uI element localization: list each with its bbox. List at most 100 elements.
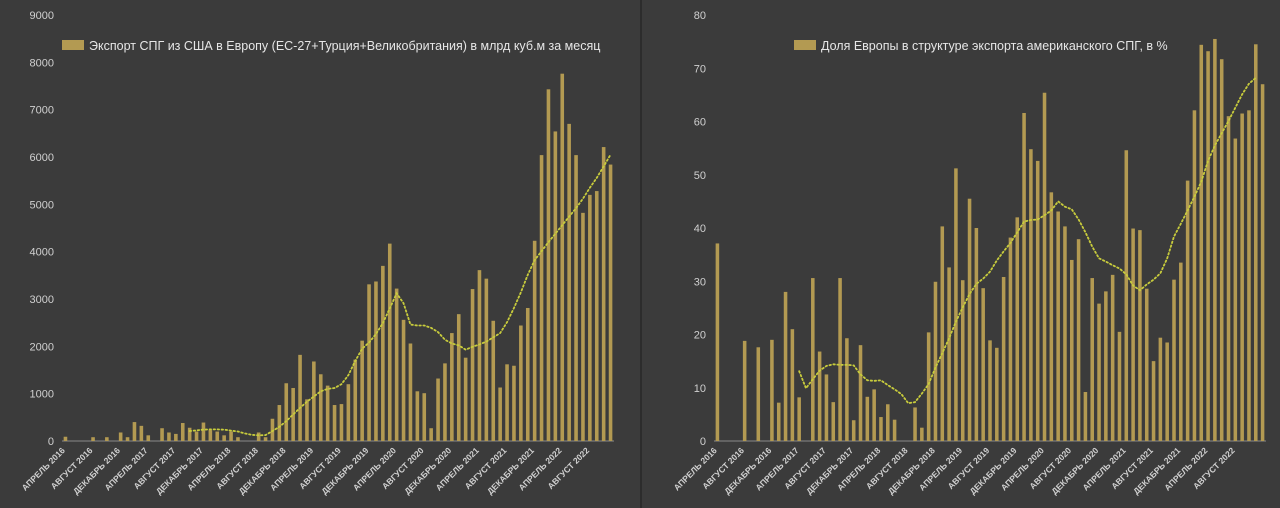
bar xyxy=(408,343,413,441)
bar xyxy=(858,345,863,441)
bar xyxy=(553,131,558,441)
bar xyxy=(1233,138,1238,442)
bar xyxy=(851,420,856,441)
bar xyxy=(1192,110,1197,441)
bar xyxy=(588,194,592,441)
bar xyxy=(756,347,761,441)
bar xyxy=(920,427,924,441)
bar xyxy=(1158,337,1163,441)
bar xyxy=(783,291,788,441)
bar xyxy=(539,155,544,442)
bar xyxy=(879,417,883,441)
bar xyxy=(1110,274,1115,441)
bar xyxy=(995,347,999,441)
bar xyxy=(1226,116,1231,442)
bar xyxy=(305,399,309,441)
bar xyxy=(401,319,406,441)
bar xyxy=(105,437,109,441)
bar xyxy=(229,431,233,441)
bar xyxy=(974,228,979,441)
y-tick-label: 4000 xyxy=(30,247,54,259)
bar xyxy=(525,307,530,441)
bar xyxy=(318,374,323,441)
bar xyxy=(91,437,95,441)
bar xyxy=(1213,38,1217,442)
bar xyxy=(484,278,489,441)
y-tick-label: 2000 xyxy=(30,341,54,353)
x-tick-label: ДЕКАБРЬ 2017 xyxy=(804,445,855,496)
legend-label: Экспорт СПГ из США в Европу (ЕС-27+Турци… xyxy=(89,39,600,53)
bar xyxy=(790,329,795,442)
bar xyxy=(988,340,992,441)
bar xyxy=(947,267,951,441)
bar xyxy=(456,314,461,441)
bar xyxy=(422,393,427,441)
bar xyxy=(1117,331,1122,441)
bar xyxy=(1151,361,1156,442)
bar xyxy=(981,288,985,441)
legend-label: Доля Европы в структуре экспорта америка… xyxy=(821,39,1168,53)
bar xyxy=(1165,342,1169,441)
y-tick-label: 0 xyxy=(48,436,54,448)
bar xyxy=(167,432,171,441)
bar xyxy=(139,425,144,441)
y-tick-label: 30 xyxy=(694,276,706,288)
bar xyxy=(1035,160,1040,441)
bar xyxy=(1247,110,1251,441)
bar xyxy=(1172,279,1176,441)
bar xyxy=(187,427,192,441)
y-tick-label: 9000 xyxy=(30,10,54,22)
bar xyxy=(933,281,938,441)
bar xyxy=(312,361,316,441)
y-tick-label: 8000 xyxy=(30,57,54,69)
bar xyxy=(477,270,482,441)
bar xyxy=(601,147,606,441)
y-tick-label: 3000 xyxy=(30,294,54,306)
x-tick-label: ДЕКАБРЬ 2021 xyxy=(1131,445,1182,496)
bar xyxy=(512,365,516,441)
bar xyxy=(567,123,571,442)
bar xyxy=(1206,51,1210,442)
trend-line xyxy=(798,76,1257,405)
bar xyxy=(967,198,972,441)
bar xyxy=(505,364,509,441)
bar xyxy=(367,284,371,441)
bar xyxy=(118,432,123,441)
bar xyxy=(263,437,268,441)
bar xyxy=(1138,230,1142,441)
bar xyxy=(715,243,720,441)
bar xyxy=(838,278,842,441)
bar xyxy=(742,340,747,441)
bar xyxy=(574,155,578,442)
bar xyxy=(360,340,364,441)
y-tick-label: 20 xyxy=(694,330,706,342)
bar xyxy=(845,338,849,441)
bar xyxy=(374,281,378,441)
bar xyxy=(1015,217,1020,441)
bar xyxy=(332,405,337,441)
x-tick-label: ДЕКАБРЬ 2016 xyxy=(722,445,773,496)
y-tick-label: 80 xyxy=(694,10,706,22)
bar xyxy=(491,320,496,441)
bar xyxy=(1001,276,1006,441)
bar xyxy=(387,243,392,441)
bar xyxy=(325,385,330,441)
bar xyxy=(1185,180,1190,442)
legend-swatch xyxy=(794,40,816,50)
bar xyxy=(63,436,68,441)
chart-left: 0100020003000400050006000700080009000АПР… xyxy=(20,10,614,496)
bar xyxy=(194,431,199,441)
bar xyxy=(1076,239,1081,441)
bar xyxy=(817,351,822,441)
bar xyxy=(824,374,829,441)
bar xyxy=(1199,44,1204,441)
bar xyxy=(125,437,130,441)
bar xyxy=(1042,92,1047,442)
bar xyxy=(1008,237,1013,441)
bar xyxy=(926,332,931,441)
bar xyxy=(608,164,613,441)
bar xyxy=(429,428,433,441)
bar xyxy=(381,265,385,441)
bar xyxy=(954,168,958,442)
